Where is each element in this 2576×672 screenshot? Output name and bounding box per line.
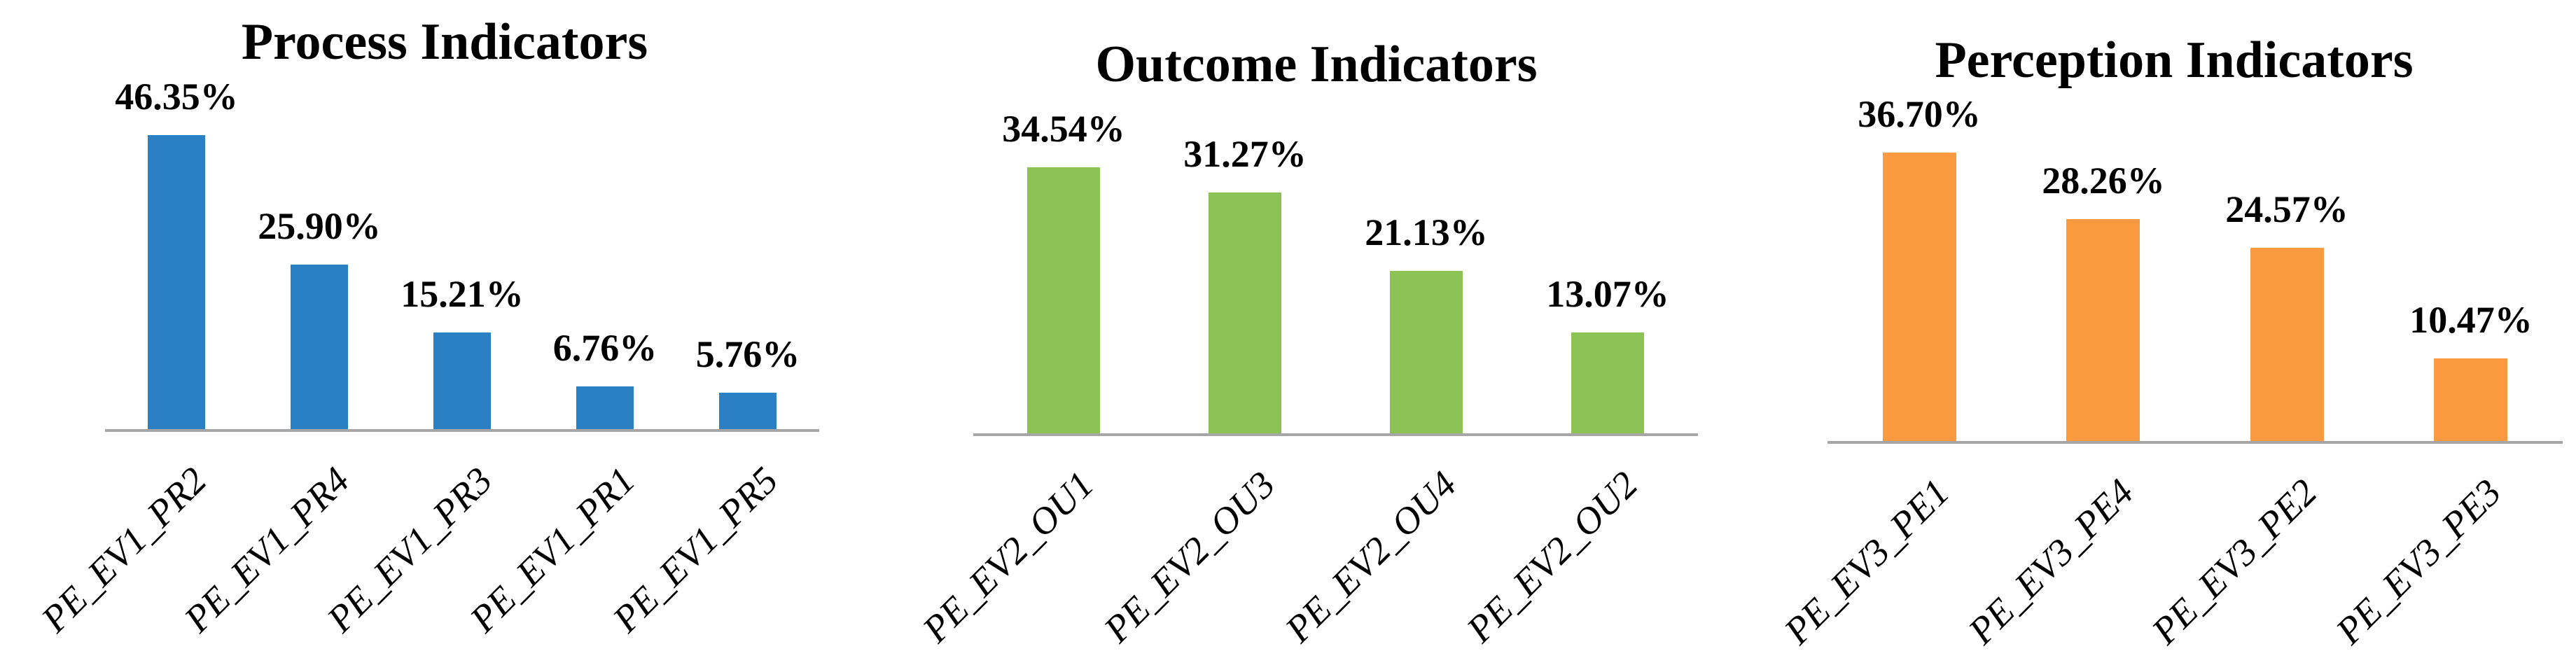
bar-PE_EV2_OU4 [1390,271,1463,433]
bar-category-label-PE_EV1_PR5: PE_EV1_PR5 [604,458,786,640]
bar-PE_EV1_PR5 [719,393,777,429]
bar-category-label-PE_EV3_PE4: PE_EV3_PE4 [1960,470,2142,652]
bar-PE_EV3_PE4 [2066,219,2140,441]
bar-value-label-PE_EV3_PE1: 36.70% [1858,93,1981,135]
bar-value-label-PE_EV3_PE3: 10.47% [2409,299,2533,341]
bar-value-label-PE_EV1_PR2: 46.35% [115,76,238,118]
bar-PE_EV2_OU2 [1571,332,1644,433]
bar-value-label-PE_EV1_PR5: 5.76% [695,333,800,375]
x-axis-line-perception [1827,441,2563,444]
bar-value-label-PE_EV2_OU1: 34.54% [1002,108,1125,150]
bar-PE_EV1_PR1 [576,386,634,429]
bar-value-label-PE_EV2_OU4: 21.13% [1365,211,1488,253]
bar-category-label-PE_EV2_OU2: PE_EV2_OU2 [1458,463,1646,651]
bar-value-label-PE_EV1_PR1: 6.76% [552,327,657,369]
chart-title-outcome: Outcome Indicators [1095,36,1538,93]
bar-category-label-PE_EV2_OU3: PE_EV2_OU3 [1096,463,1283,651]
bar-category-label-PE_EV3_PE1: PE_EV3_PE1 [1776,470,1958,652]
bar-category-label-PE_EV3_PE3: PE_EV3_PE3 [2327,470,2509,652]
bar-PE_EV1_PR4 [291,265,348,429]
bar-category-label-PE_EV3_PE2: PE_EV3_PE2 [2143,470,2325,652]
bar-category-label-PE_EV2_OU1: PE_EV2_OU1 [914,463,1102,651]
bar-value-label-PE_EV3_PE2: 24.57% [2225,188,2348,230]
bar-PE_EV2_OU1 [1027,167,1100,433]
chart-title-process: Process Indicators [241,13,648,71]
bar-PE_EV3_PE1 [1883,153,1956,441]
bar-PE_EV3_PE2 [2250,248,2324,441]
bar-value-label-PE_EV2_OU3: 31.27% [1183,133,1307,175]
bar-PE_EV1_PR2 [148,135,205,429]
bar-category-label-PE_EV1_PR2: PE_EV1_PR2 [33,458,215,640]
bar-PE_EV2_OU3 [1209,192,1281,433]
bar-category-label-PE_EV1_PR1: PE_EV1_PR1 [461,458,643,640]
bar-value-label-PE_EV3_PE4: 28.26% [2042,160,2165,202]
bar-PE_EV3_PE3 [2434,358,2507,441]
chart-title-perception: Perception Indicators [1935,31,2414,89]
bar-category-label-PE_EV1_PR4: PE_EV1_PR4 [176,458,358,640]
bar-value-label-PE_EV2_OU2: 13.07% [1546,273,1669,315]
bar-value-label-PE_EV1_PR4: 25.90% [258,205,381,247]
x-axis-line-outcome [973,433,1698,436]
x-axis-line-process [105,429,819,432]
bar-value-label-PE_EV1_PR3: 15.21% [401,273,524,315]
bar-category-label-PE_EV1_PR3: PE_EV1_PR3 [319,458,501,640]
bar-PE_EV1_PR3 [433,332,491,429]
bar-category-label-PE_EV2_OU4: PE_EV2_OU4 [1277,463,1465,651]
